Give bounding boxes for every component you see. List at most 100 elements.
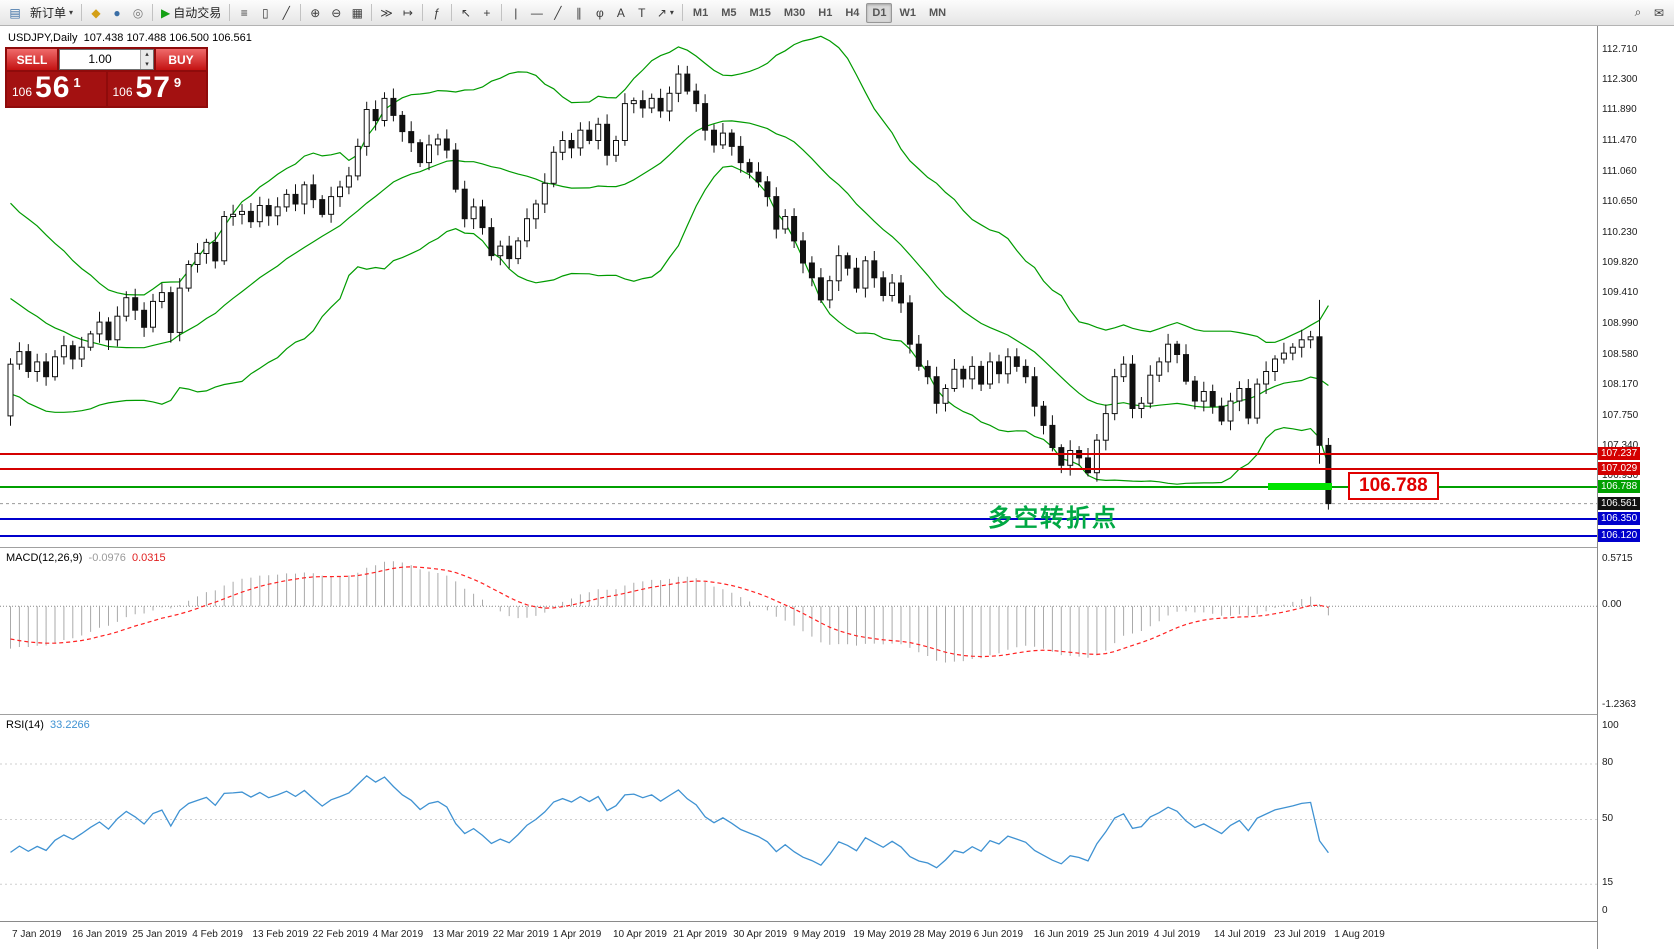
chat-icon[interactable]: ✉ xyxy=(1653,5,1665,20)
timeframe-d1[interactable]: D1 xyxy=(866,2,893,23)
community-icon-glyph: ◎ xyxy=(132,5,144,20)
rsi-canvas[interactable] xyxy=(0,715,1597,921)
indicators-icon[interactable]: ƒ xyxy=(427,3,447,23)
mql5-icon[interactable]: ◆ xyxy=(86,3,106,23)
volume-up-icon[interactable]: ▴ xyxy=(141,50,153,60)
time-axis-label: 25 Jun 2019 xyxy=(1093,929,1149,940)
macd-scale-tick: 0.5715 xyxy=(1602,553,1633,564)
macd-name: MACD(12,26,9) xyxy=(6,552,83,564)
horizontal-line-object[interactable] xyxy=(0,468,1597,471)
vertical-line-icon[interactable]: | xyxy=(506,3,526,23)
time-axis[interactable]: 7 Jan 2019 16 Jan 2019 25 Jan 2019 4 Feb 20… xyxy=(0,921,1597,949)
community-icon[interactable]: ◎ xyxy=(128,3,148,23)
timeframe-mn[interactable]: MN xyxy=(928,6,947,19)
timeframe-m30[interactable]: M30 xyxy=(783,6,806,19)
rsi-caption: RSI(14) 33.2266 xyxy=(6,719,90,731)
price-line-tag: 106.350 xyxy=(1598,512,1641,526)
chart-candles-icon[interactable]: ▯ xyxy=(255,3,275,23)
auto-scroll-icon[interactable]: ≫ xyxy=(376,3,397,23)
price-scale-tick: 107.750 xyxy=(1602,409,1639,421)
profile-icon-glyph: ● xyxy=(113,5,121,20)
timeframe-w1[interactable]: W1 xyxy=(899,6,916,19)
cursor-icon[interactable]: ↖ xyxy=(456,3,476,23)
horizontal-line-icon-glyph: — xyxy=(530,5,543,20)
horizontal-line-object[interactable] xyxy=(0,452,1597,455)
mql5-icon-glyph: ◆ xyxy=(91,5,101,20)
horizontal-line-icon[interactable]: — xyxy=(527,3,547,23)
crosshair-icon-glyph: + xyxy=(483,5,491,20)
profile-icon[interactable]: ● xyxy=(107,3,127,23)
time-axis-label: 6 Jun 2019 xyxy=(973,929,1024,940)
chart-text-annotation[interactable]: 多空转折点 xyxy=(988,505,1118,532)
chart-line-icon[interactable]: ╱ xyxy=(276,3,296,23)
timeframe-m1[interactable]: M1 xyxy=(692,6,709,19)
horizontal-line-object[interactable] xyxy=(0,485,1597,488)
price-scale-tick: 109.820 xyxy=(1602,257,1639,269)
volume-input[interactable]: 1.00 xyxy=(88,52,112,66)
price-line-tag: 107.237 xyxy=(1598,446,1641,460)
tile-windows-icon[interactable]: ▦ xyxy=(347,3,367,23)
rsi-name: RSI(14) xyxy=(6,719,44,731)
arrow-object-icon[interactable]: ↗ ▾ xyxy=(653,3,678,23)
channel-icon-glyph: ∥ xyxy=(575,5,582,20)
chart-ohlc-values: 107.438 107.488 106.500 106.561 xyxy=(83,32,252,44)
price-chart-canvas[interactable] xyxy=(0,26,1597,547)
toolbar-separator xyxy=(450,4,452,21)
sell-button[interactable]: SELL xyxy=(7,49,57,70)
time-axis-label: 30 Apr 2019 xyxy=(733,929,788,940)
price-scale-tick: 111.890 xyxy=(1602,104,1637,116)
time-axis-label: 21 Apr 2019 xyxy=(673,929,728,940)
macd-canvas[interactable] xyxy=(0,548,1597,714)
timeframe-m15[interactable]: M15 xyxy=(749,6,771,19)
highlighted-trendline-segment[interactable] xyxy=(1268,483,1332,491)
timeframe-m5[interactable]: M5 xyxy=(721,6,737,19)
chart-bars-icon[interactable]: ≡ xyxy=(234,3,254,23)
price-level-callout[interactable]: 106.788 xyxy=(1348,472,1439,500)
chart-window-icon-glyph: ▤ xyxy=(9,5,21,20)
search-icon[interactable]: ⌕ xyxy=(1634,5,1642,19)
buy-button[interactable]: BUY xyxy=(156,49,206,70)
price-chart-pane[interactable]: USDJPY,Daily 107.438 107.488 106.500 106… xyxy=(0,26,1597,547)
price-scale[interactable]: 112.710 112.300 111.890 111.470 111.060 110.6… xyxy=(1597,26,1674,949)
text-label-icon[interactable]: T xyxy=(632,3,652,23)
channel-icon[interactable]: ∥ xyxy=(569,3,589,23)
macd-caption: MACD(12,26,9) -0.0976 0.0315 xyxy=(6,552,166,564)
macd-pane[interactable]: MACD(12,26,9) -0.0976 0.0315 xyxy=(0,547,1597,714)
chart-ohlc-label: USDJPY,Daily 107.438 107.488 106.500 106… xyxy=(8,32,252,44)
text-icon[interactable]: A xyxy=(611,3,631,23)
chart-shift-icon[interactable]: ↦ xyxy=(398,3,418,23)
bid-price-pips: 56 xyxy=(35,71,71,104)
ask-price[interactable]: 106 57 9 xyxy=(107,72,206,106)
fibonacci-icon[interactable]: φ xyxy=(590,3,610,23)
rsi-pane[interactable]: RSI(14) 33.2266 xyxy=(0,714,1597,921)
time-axis-label: 16 Jan 2019 xyxy=(72,929,128,940)
price-line-tag: 106.788 xyxy=(1598,479,1641,493)
horizontal-line-object[interactable] xyxy=(0,518,1597,521)
time-axis-label: 14 Jul 2019 xyxy=(1214,929,1266,940)
text-label-icon-glyph: T xyxy=(638,5,646,20)
horizontal-line-object[interactable] xyxy=(0,535,1597,538)
timeframe-h4[interactable]: H4 xyxy=(845,6,860,19)
rsi-scale-tick: 50 xyxy=(1602,812,1614,824)
arrow-object-icon-glyph: ↗ xyxy=(656,5,667,20)
time-axis-label: 28 May 2019 xyxy=(913,929,972,940)
chart-window-icon[interactable]: ▤ xyxy=(5,3,25,23)
toolbar-separator xyxy=(229,4,231,21)
new-order-button[interactable]: 新订单 ▾ xyxy=(26,3,77,23)
zoom-in-icon-glyph: ⊕ xyxy=(310,5,321,20)
auto-trading-button[interactable]: ▶ 自动交易 xyxy=(157,3,225,23)
zoom-out-icon[interactable]: ⊖ xyxy=(326,3,346,23)
volume-down-icon[interactable]: ▾ xyxy=(141,59,153,69)
bid-price[interactable]: 106 56 1 xyxy=(7,72,106,106)
price-line-tag: 106.120 xyxy=(1598,529,1641,543)
rsi-scale-tick: 0 xyxy=(1602,905,1608,916)
price-scale-tick: 106.930 xyxy=(1602,470,1639,482)
new-order-button-label: 新订单 xyxy=(30,6,67,20)
zoom-in-icon[interactable]: ⊕ xyxy=(305,3,325,23)
caret-down-icon: ▾ xyxy=(69,8,74,17)
trendline-icon[interactable]: ╱ xyxy=(548,3,568,23)
timeframe-h1[interactable]: H1 xyxy=(818,6,833,19)
crosshair-icon[interactable]: + xyxy=(477,3,497,23)
volume-box: 1.00 ▴ ▾ xyxy=(59,49,154,70)
